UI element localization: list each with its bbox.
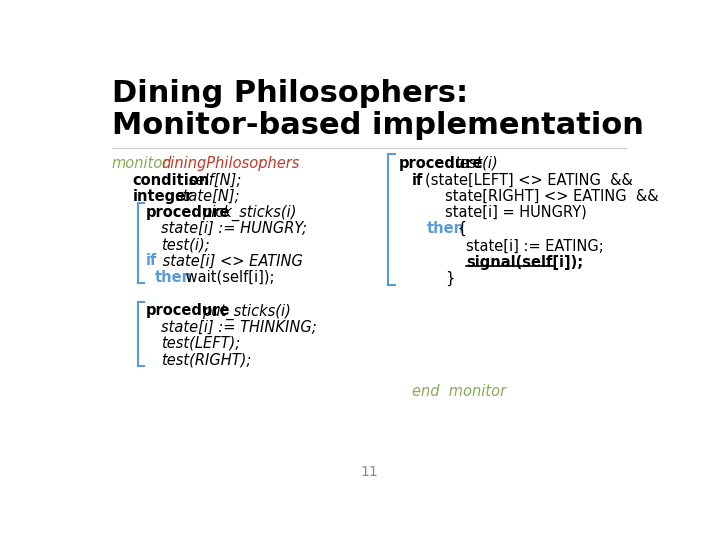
Text: test(i);: test(i); [161, 237, 210, 252]
Text: integer: integer [132, 189, 193, 204]
Text: pick_sticks(i): pick_sticks(i) [202, 205, 296, 221]
Text: self[N];: self[N]; [189, 173, 242, 187]
Text: if: if [412, 173, 423, 187]
Text: state[RIGHT] <> EATING  &&: state[RIGHT] <> EATING && [445, 189, 659, 204]
Text: 11: 11 [360, 465, 378, 479]
Text: wait(self[i]);: wait(self[i]); [181, 269, 275, 285]
Text: if: if [145, 253, 157, 268]
Text: state[N];: state[N]; [176, 189, 240, 204]
Text: test(RIGHT);: test(RIGHT); [161, 352, 251, 367]
Text: }: } [445, 271, 454, 286]
Text: procedure: procedure [398, 156, 483, 171]
Text: state[i] := THINKING;: state[i] := THINKING; [161, 320, 317, 335]
Text: procedure: procedure [145, 205, 230, 220]
Text: monitor: monitor [112, 156, 169, 171]
Text: diningPhilosophers: diningPhilosophers [161, 156, 300, 171]
Text: Dining Philosophers:: Dining Philosophers: [112, 79, 468, 107]
Text: then: then [427, 221, 465, 236]
Text: (state[LEFT] <> EATING  &&: (state[LEFT] <> EATING && [425, 173, 633, 187]
Text: state[i] := HUNGRY;: state[i] := HUNGRY; [161, 221, 307, 236]
Text: condition: condition [132, 173, 210, 187]
Text: state[i] <> EATING: state[i] <> EATING [158, 253, 303, 268]
Text: state[i] = HUNGRY): state[i] = HUNGRY) [445, 205, 587, 220]
Text: signal(self[i]);: signal(self[i]); [466, 255, 583, 270]
Text: {: { [454, 221, 467, 237]
Text: Monitor-based implementation: Monitor-based implementation [112, 111, 644, 140]
Text: test(LEFT);: test(LEFT); [161, 336, 240, 351]
Text: end  monitor: end monitor [412, 384, 505, 400]
Text: put_sticks(i): put_sticks(i) [202, 303, 290, 320]
Text: then: then [155, 269, 193, 285]
Text: procedure: procedure [145, 303, 230, 319]
Text: test(i): test(i) [454, 156, 498, 171]
Text: state[i] := EATING;: state[i] := EATING; [466, 239, 603, 254]
